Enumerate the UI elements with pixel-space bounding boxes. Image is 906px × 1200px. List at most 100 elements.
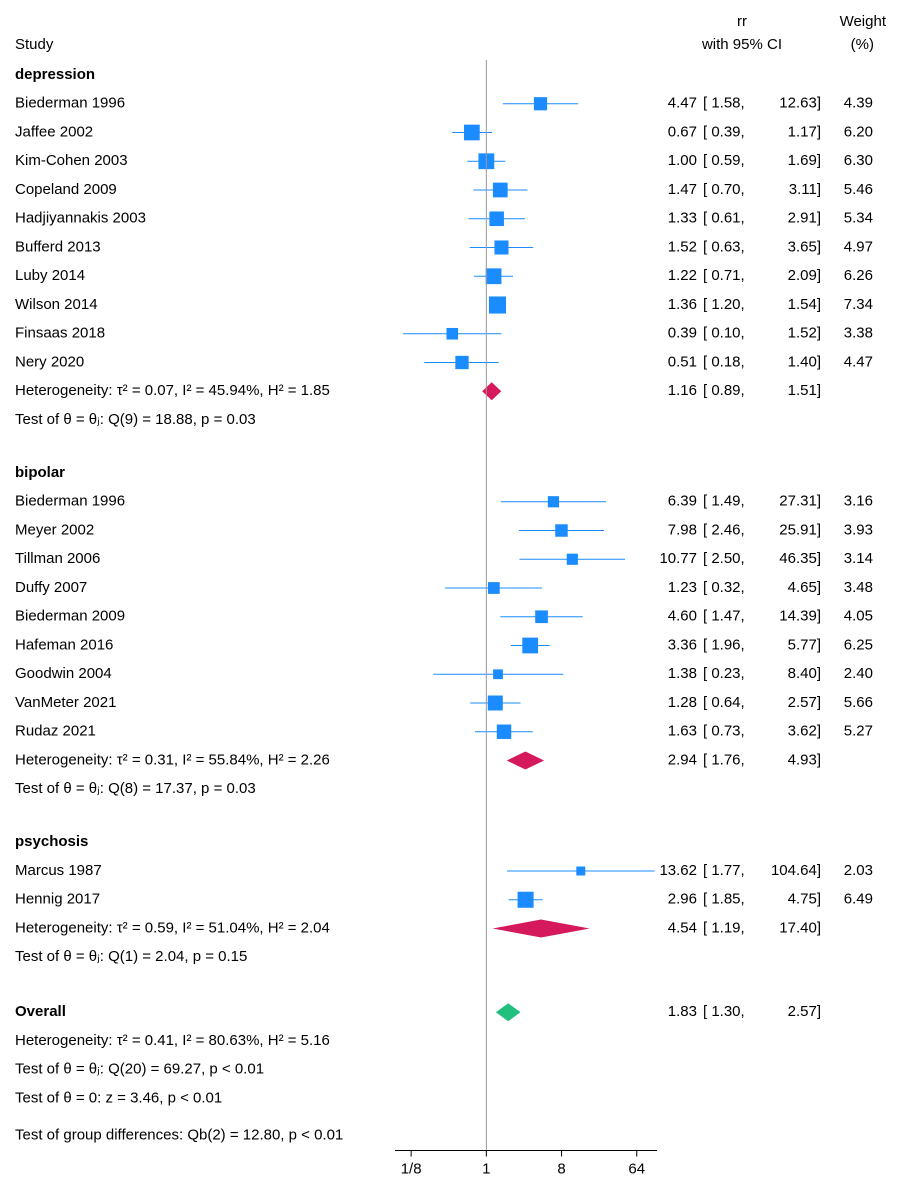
ci-upper: 14.39] bbox=[779, 608, 821, 625]
ci-lower: [ 1.30, bbox=[703, 1003, 745, 1020]
overall-test: Test of θ = 0: z = 3.46, p < 0.01 bbox=[15, 1089, 222, 1106]
weight: 3.93 bbox=[844, 521, 873, 538]
study-header: Study bbox=[15, 36, 54, 53]
study-name: VanMeter 2021 bbox=[15, 694, 116, 711]
ci-upper: 8.40] bbox=[788, 665, 821, 682]
study-name: Kim-Cohen 2003 bbox=[15, 152, 128, 169]
weight-header: Weight bbox=[840, 13, 887, 30]
ci-lower: [ 0.70, bbox=[703, 181, 745, 198]
estimate: 1.36 bbox=[668, 296, 697, 313]
group-diamond bbox=[506, 751, 545, 770]
ci-lower: [ 1.49, bbox=[703, 493, 745, 510]
estimate: 4.60 bbox=[668, 608, 697, 625]
estimate-header: rr bbox=[737, 13, 747, 30]
study-marker bbox=[464, 124, 480, 141]
estimate: 1.23 bbox=[668, 579, 697, 596]
study-name: Hadjiyannakis 2003 bbox=[15, 210, 146, 227]
ci-upper: 17.40] bbox=[779, 919, 821, 936]
ci-upper: 4.65] bbox=[788, 579, 821, 596]
ci-lower: [ 0.59, bbox=[703, 152, 745, 169]
estimate: 1.47 bbox=[668, 181, 697, 198]
estimate: 1.63 bbox=[668, 723, 697, 740]
study-name: Duffy 2007 bbox=[15, 579, 87, 596]
overall-name: Overall bbox=[15, 1003, 66, 1020]
study-marker bbox=[522, 637, 539, 654]
weight: 6.25 bbox=[844, 636, 873, 653]
weight: 5.66 bbox=[844, 694, 873, 711]
study-marker bbox=[446, 327, 459, 340]
weight: 4.05 bbox=[844, 608, 873, 625]
ci-upper: 3.62] bbox=[788, 723, 821, 740]
ci-lower: [ 0.10, bbox=[703, 325, 745, 342]
group-test: Test of θ = θⱼ: Q(8) = 17.37, p = 0.03 bbox=[15, 780, 256, 797]
study-name: Biederman 2009 bbox=[15, 608, 125, 625]
ci-upper: 104.64] bbox=[771, 862, 821, 879]
weight: 3.48 bbox=[844, 579, 873, 596]
ci-upper: 1.40] bbox=[788, 353, 821, 370]
study-marker bbox=[555, 524, 568, 537]
ci-upper: 27.31] bbox=[779, 493, 821, 510]
group-test: Test of θ = θⱼ: Q(1) = 2.04, p = 0.15 bbox=[15, 948, 247, 965]
study-marker bbox=[494, 240, 509, 255]
ci-lower: [ 2.50, bbox=[703, 550, 745, 567]
weight: 5.27 bbox=[844, 723, 873, 740]
heterogeneity: Heterogeneity: τ² = 0.41, I² = 80.63%, H… bbox=[15, 1032, 330, 1049]
x-tick-label: 64 bbox=[628, 1160, 645, 1177]
study-name: Hennig 2017 bbox=[15, 891, 100, 908]
ci-lower: [ 1.77, bbox=[703, 862, 745, 879]
weight: 6.30 bbox=[844, 152, 873, 169]
study-marker bbox=[517, 891, 534, 908]
study-name: Biederman 1996 bbox=[15, 95, 125, 112]
ci-lower: [ 0.23, bbox=[703, 665, 745, 682]
heterogeneity: Heterogeneity: τ² = 0.31, I² = 55.84%, H… bbox=[15, 751, 330, 768]
weight: 4.97 bbox=[844, 238, 873, 255]
study-marker bbox=[533, 97, 548, 111]
ci-lower: [ 1.76, bbox=[703, 751, 745, 768]
ci-upper: 12.63] bbox=[779, 95, 821, 112]
estimate: 1.16 bbox=[668, 382, 697, 399]
ci-upper: 3.65] bbox=[788, 238, 821, 255]
ci-lower: [ 0.71, bbox=[703, 267, 745, 284]
study-name: Nery 2020 bbox=[15, 353, 84, 370]
ci-upper: 4.75] bbox=[788, 891, 821, 908]
weight: 4.47 bbox=[844, 353, 873, 370]
study-name: Luby 2014 bbox=[15, 267, 85, 284]
weight: 2.40 bbox=[844, 665, 873, 682]
ci-lower: [ 1.19, bbox=[703, 919, 745, 936]
study-marker bbox=[489, 211, 504, 227]
ci-upper: 1.69] bbox=[788, 152, 821, 169]
study-marker bbox=[485, 268, 502, 285]
ci-lower: [ 0.63, bbox=[703, 238, 745, 255]
ci-upper: 5.77] bbox=[788, 636, 821, 653]
estimate: 0.39 bbox=[668, 325, 697, 342]
study-marker bbox=[488, 296, 507, 314]
estimate: 3.36 bbox=[668, 636, 697, 653]
study-name: Rudaz 2021 bbox=[15, 723, 96, 740]
weight: 3.14 bbox=[844, 550, 873, 567]
x-tick-label: 1 bbox=[482, 1160, 490, 1177]
group-difference-test: Test of group differences: Qb(2) = 12.80… bbox=[15, 1126, 343, 1143]
estimate: 6.39 bbox=[668, 493, 697, 510]
study-name: Meyer 2002 bbox=[15, 521, 94, 538]
ci-lower: [ 1.96, bbox=[703, 636, 745, 653]
estimate: 1.28 bbox=[668, 694, 697, 711]
study-name: Bufferd 2013 bbox=[15, 238, 101, 255]
weight: 7.34 bbox=[844, 296, 873, 313]
ci-upper: 4.93] bbox=[788, 751, 821, 768]
estimate: 1.52 bbox=[668, 238, 697, 255]
heterogeneity: Heterogeneity: τ² = 0.07, I² = 45.94%, H… bbox=[15, 382, 330, 399]
study-marker bbox=[487, 582, 500, 594]
ci-lower: [ 0.61, bbox=[703, 210, 745, 227]
estimate: 0.51 bbox=[668, 353, 697, 370]
weight: 3.16 bbox=[844, 493, 873, 510]
ci-header: with 95% CI bbox=[701, 36, 782, 53]
estimate: 10.77 bbox=[659, 550, 697, 567]
group-diamond bbox=[492, 919, 590, 938]
study-name: Copeland 2009 bbox=[15, 181, 117, 198]
study-name: Tillman 2006 bbox=[15, 550, 100, 567]
study-marker bbox=[455, 355, 469, 370]
study-marker bbox=[492, 182, 508, 198]
ci-lower: [ 0.18, bbox=[703, 353, 745, 370]
ci-lower: [ 0.89, bbox=[703, 382, 745, 399]
